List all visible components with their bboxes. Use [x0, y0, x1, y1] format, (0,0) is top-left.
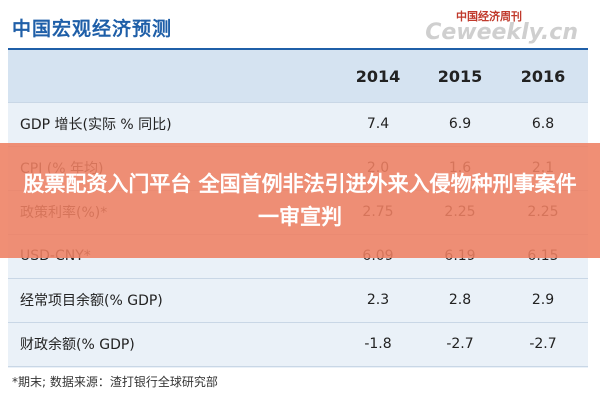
header-row: 2014 2015 2016 — [8, 50, 588, 103]
logo-text: 中国经济周刊 — [456, 10, 522, 23]
column-header: 2016 — [520, 66, 566, 86]
cell-value: -1.8 — [364, 336, 392, 352]
banner-text: 股票配资入门平台 全国首例非法引进外来入侵物种刑事案件一审宣判 — [23, 171, 577, 229]
cell-value: -2.7 — [446, 336, 474, 352]
row-label: GDP 增长(实际 % 同比) — [20, 117, 172, 133]
column-header: 2014 — [355, 66, 401, 86]
logo-text: Ceweekly.cn — [425, 20, 578, 45]
cell-value: 7.4 — [366, 116, 390, 132]
row-label: 财政余额(% GDP) — [20, 337, 135, 353]
column-header: 2015 — [437, 66, 483, 86]
banner: 股票配资入门平台 全国首例非法引进外来入侵物种刑事案件一审宣判 — [0, 143, 600, 258]
cell-value: 6.9 — [448, 116, 472, 132]
table-row: 财政余额(% GDP) -1.8 -2.7 -2.7 — [8, 322, 588, 367]
title: 中国宏观经济预测 — [12, 18, 173, 40]
row-label: 经常项目余额(% GDP) — [20, 293, 163, 309]
table-row: 经常项目余额(% GDP) 2.3 2.8 2.9 — [8, 278, 588, 323]
table-row: GDP 增长(实际 % 同比) 7.4 6.9 6.8 — [8, 102, 588, 147]
cell-value: 2.9 — [531, 292, 555, 308]
footnote: *期末; 数据来源：渣打银行全球研究部 — [12, 375, 218, 389]
cell-value: 6.8 — [531, 116, 555, 132]
cell-value: -2.7 — [529, 336, 557, 352]
cell-value: 2.3 — [366, 292, 390, 308]
cell-value: 2.8 — [448, 292, 472, 308]
